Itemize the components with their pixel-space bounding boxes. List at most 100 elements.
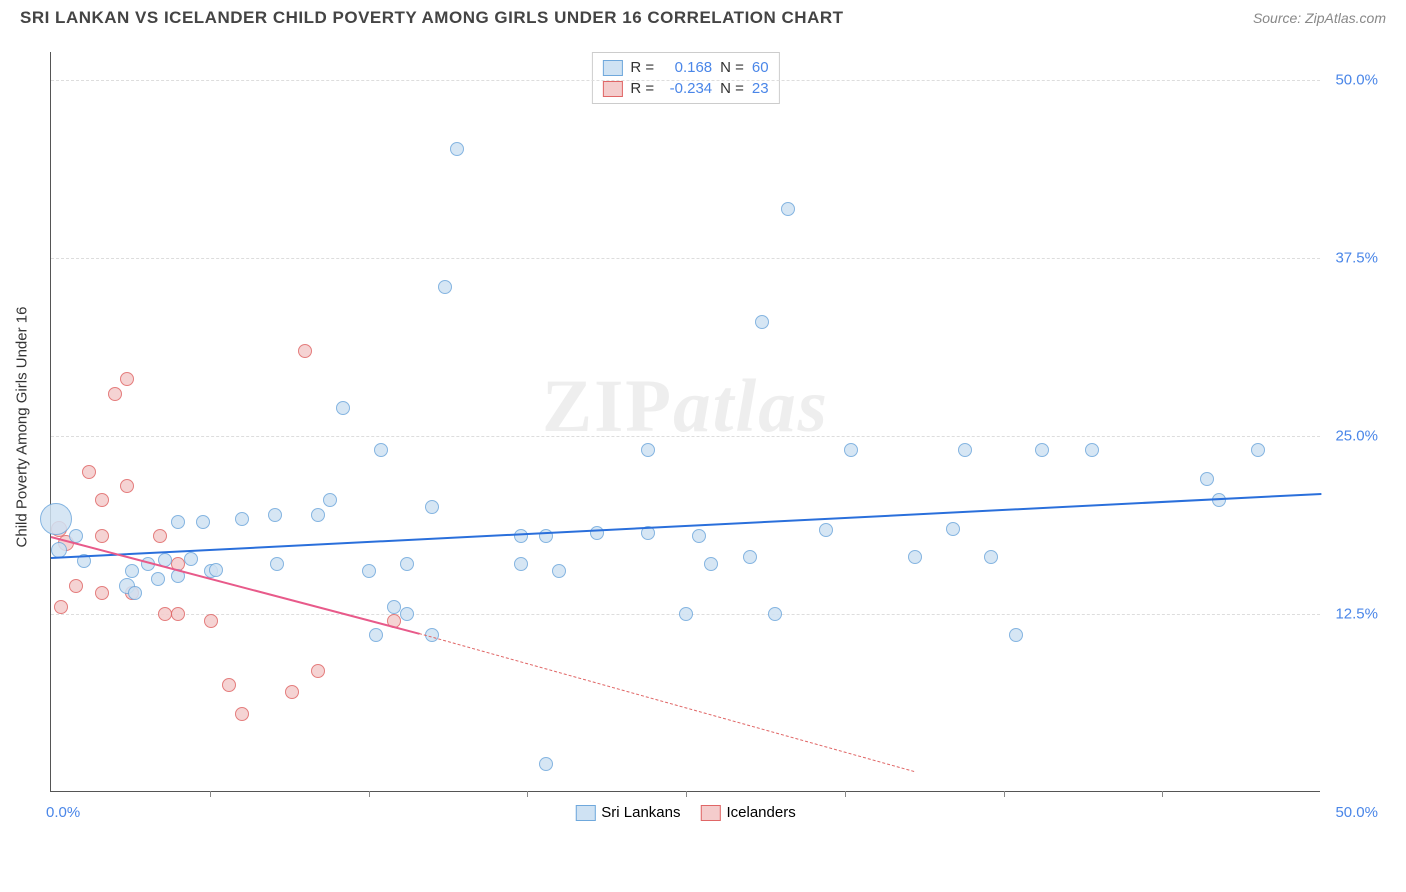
x-tick: [686, 791, 687, 797]
swatch-sri-lankans: [575, 805, 595, 821]
icelanders-point: [95, 529, 109, 543]
stats-box: R = 0.168 N = 60 R = -0.234 N = 23: [591, 52, 779, 104]
n-label: N =: [720, 59, 744, 76]
sri-lankans-point: [196, 515, 210, 529]
y-tick-label: 50.0%: [1335, 72, 1378, 89]
sri-lankans-point: [336, 401, 350, 415]
n-value: 23: [752, 80, 769, 97]
x-tick: [1004, 791, 1005, 797]
sri-lankans-point: [40, 503, 72, 535]
sri-lankans-point: [438, 280, 452, 294]
sri-lankans-point: [209, 563, 223, 577]
legend-label: Icelanders: [727, 804, 796, 821]
sri-lankans-point: [184, 552, 198, 566]
sri-lankans-point: [400, 607, 414, 621]
swatch-sri-lankans: [602, 60, 622, 76]
sri-lankans-point: [641, 443, 655, 457]
trend-icelanders: [51, 536, 420, 635]
sri-lankans-point: [270, 557, 284, 571]
chart-title: SRI LANKAN VS ICELANDER CHILD POVERTY AM…: [20, 8, 844, 28]
icelanders-point: [298, 344, 312, 358]
swatch-icelanders: [701, 805, 721, 821]
sri-lankans-point: [311, 508, 325, 522]
sri-lankans-point: [1009, 628, 1023, 642]
sri-lankans-point: [514, 529, 528, 543]
y-tick-label: 37.5%: [1335, 250, 1378, 267]
gridline: [51, 80, 1320, 81]
sri-lankans-point: [743, 550, 757, 564]
icelanders-point: [82, 465, 96, 479]
icelanders-point: [204, 614, 218, 628]
sri-lankans-point: [1035, 443, 1049, 457]
icelanders-point: [153, 529, 167, 543]
icelanders-point: [120, 479, 134, 493]
n-label: N =: [720, 80, 744, 97]
sri-lankans-point: [692, 529, 706, 543]
sri-lankans-point: [704, 557, 718, 571]
sri-lankans-point: [1200, 472, 1214, 486]
sri-lankans-point: [128, 586, 142, 600]
icelanders-point: [95, 586, 109, 600]
x-tick: [369, 791, 370, 797]
legend-label: Sri Lankans: [601, 804, 680, 821]
icelanders-point: [311, 664, 325, 678]
x-tick: [845, 791, 846, 797]
sri-lankans-point: [400, 557, 414, 571]
swatch-icelanders: [602, 81, 622, 97]
legend-item-icelanders: Icelanders: [701, 804, 796, 821]
x-tick: [1162, 791, 1163, 797]
gridline: [51, 436, 1320, 437]
r-value: 0.168: [662, 59, 712, 76]
sri-lankans-point: [946, 522, 960, 536]
sri-lankans-point: [590, 526, 604, 540]
icelanders-point: [69, 579, 83, 593]
sri-lankans-point: [268, 508, 282, 522]
legend-item-sri-lankans: Sri Lankans: [575, 804, 680, 821]
icelanders-point: [95, 493, 109, 507]
r-label: R =: [630, 80, 654, 97]
sri-lankans-point: [679, 607, 693, 621]
sri-lankans-point: [552, 564, 566, 578]
sri-lankans-point: [908, 550, 922, 564]
x-origin-label: 0.0%: [46, 804, 80, 821]
stats-row-sri-lankans: R = 0.168 N = 60: [602, 57, 768, 78]
r-label: R =: [630, 59, 654, 76]
sri-lankans-point: [374, 443, 388, 457]
x-tick: [210, 791, 211, 797]
icelanders-point: [235, 707, 249, 721]
sri-lankans-point: [844, 443, 858, 457]
trend-sri-lankans: [51, 493, 1321, 559]
sri-lankans-point: [768, 607, 782, 621]
sri-lankans-point: [369, 628, 383, 642]
r-value: -0.234: [662, 80, 712, 97]
plot-area: ZIPatlas 0.0% 50.0% R = 0.168 N = 60 R =…: [50, 52, 1320, 792]
sri-lankans-point: [151, 572, 165, 586]
source-attribution: Source: ZipAtlas.com: [1253, 10, 1386, 26]
icelanders-point: [54, 600, 68, 614]
icelanders-point: [108, 387, 122, 401]
trend-icelanders-extrapolated: [419, 633, 915, 772]
sri-lankans-point: [450, 142, 464, 156]
icelanders-point: [285, 685, 299, 699]
sri-lankans-point: [362, 564, 376, 578]
sri-lankans-point: [819, 523, 833, 537]
icelanders-point: [222, 678, 236, 692]
sri-lankans-point: [514, 557, 528, 571]
y-tick-label: 25.0%: [1335, 428, 1378, 445]
sri-lankans-point: [781, 202, 795, 216]
sri-lankans-point: [425, 500, 439, 514]
sri-lankans-point: [1085, 443, 1099, 457]
sri-lankans-point: [755, 315, 769, 329]
chart-container: Child Poverty Among Girls Under 16 ZIPat…: [50, 32, 1380, 822]
icelanders-point: [120, 372, 134, 386]
n-value: 60: [752, 59, 769, 76]
sri-lankans-point: [323, 493, 337, 507]
sri-lankans-point: [984, 550, 998, 564]
sri-lankans-point: [235, 512, 249, 526]
x-tick: [527, 791, 528, 797]
icelanders-point: [171, 607, 185, 621]
bottom-legend: Sri Lankans Icelanders: [575, 804, 795, 821]
y-tick-label: 12.5%: [1335, 606, 1378, 623]
sri-lankans-point: [958, 443, 972, 457]
sri-lankans-point: [1251, 443, 1265, 457]
